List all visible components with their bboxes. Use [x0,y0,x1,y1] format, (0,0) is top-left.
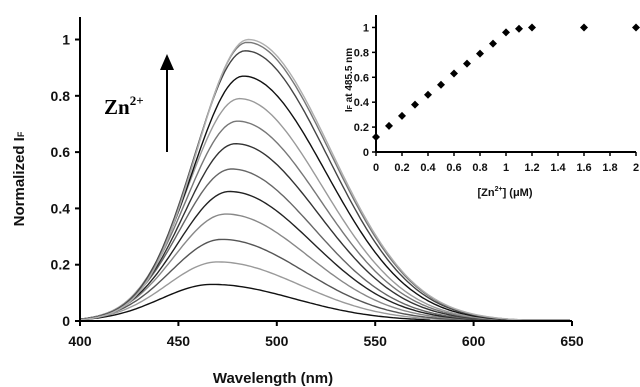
main-y-axis-title: Normalized IF [11,131,28,226]
inset-data-point [632,23,640,32]
inset-x-tick-label: 1.4 [550,162,566,174]
emission-curve [79,38,570,321]
inset-y-tick-label: 0.8 [354,47,369,59]
inset-data-point [398,111,406,120]
main-x-axis-title: Wavelength (nm) [213,370,333,387]
main-x-tick-label: 450 [167,333,191,349]
main-x-tick-label: 650 [560,333,584,349]
inset-x-tick-label: 0 [373,162,379,174]
inset-y-ticks: 0 0.2 0.4 0.6 0.8 1 [354,22,376,159]
inset-data-point [463,59,471,68]
inset-points [372,23,640,142]
increase-arrow-head [160,54,174,70]
inset-x-tick-label: 2 [633,162,639,174]
inset-data-point [489,39,497,48]
inset-y-tick-label: 1 [363,22,369,34]
inset-data-point [424,90,432,99]
inset-x-tick-label: 1.6 [576,162,591,174]
inset-x-tick-label: 1.2 [524,162,539,174]
inset-data-point [385,121,393,130]
inset-data-point [580,23,588,32]
inset-x-tick-label: 0.2 [394,162,409,174]
inset-y-tick-label: 0.6 [354,72,369,84]
inset-y-tick-label: 0 [363,147,369,159]
main-y-tick-label: 1 [62,32,70,48]
inset-data-point [515,24,523,33]
emission-curve [79,190,570,322]
main-x-ticks: 400 450 500 550 600 650 [68,321,584,349]
main-y-tick-label: 0.8 [51,88,71,104]
inset-data-point [437,80,445,89]
main-x-tick-label: 600 [462,333,486,349]
zn-increase-annotation: Zn2+ [104,54,174,152]
emission-curve [79,238,570,322]
inset-data-point [502,28,510,37]
inset-data-point [528,23,536,32]
main-y-tick-label: 0.6 [51,144,71,160]
main-y-tick-label: 0.2 [51,257,71,273]
inset-x-tick-label: 1.8 [602,162,617,174]
main-y-tick-label: 0 [62,313,70,329]
main-x-tick-label: 500 [265,333,289,349]
main-x-tick-label: 400 [68,333,92,349]
inset-x-tick-label: 1 [503,162,509,174]
inset-y-axis-title: IF at 485.5 nm [344,48,355,112]
zn-label: Zn2+ [104,93,144,119]
main-x-tick-label: 550 [364,333,388,349]
main-y-ticks: 0 0.2 0.4 0.6 0.8 1 [51,32,80,329]
inset-x-tick-label: 0.6 [446,162,461,174]
inset-data-point [411,100,419,109]
main-y-tick-label: 0.4 [51,200,71,216]
emission-curve [79,283,570,322]
main-chart: 400 450 500 550 600 650 0 0.2 0.4 0.6 0.8 1 Wavele… [11,17,584,387]
inset-x-ticks: 0 0.2 0.4 0.6 0.8 1 1.2 1.4 1.6 1.8 2 [373,152,639,174]
inset-x-axis-title: [Zn2+] (μM) [477,186,532,199]
inset-data-point [450,69,458,78]
emission-curves [79,38,570,322]
inset-chart: 0 0.2 0.4 0.6 0.8 1 1.2 1.4 1.6 1.8 2 0 0.2 0.4 0.6 0.… [344,15,640,199]
inset-x-tick-label: 0.4 [420,162,436,174]
inset-y-tick-label: 0.4 [354,97,370,109]
inset-y-tick-label: 0.2 [354,122,369,134]
inset-data-point [476,49,484,58]
inset-x-tick-label: 0.8 [472,162,487,174]
